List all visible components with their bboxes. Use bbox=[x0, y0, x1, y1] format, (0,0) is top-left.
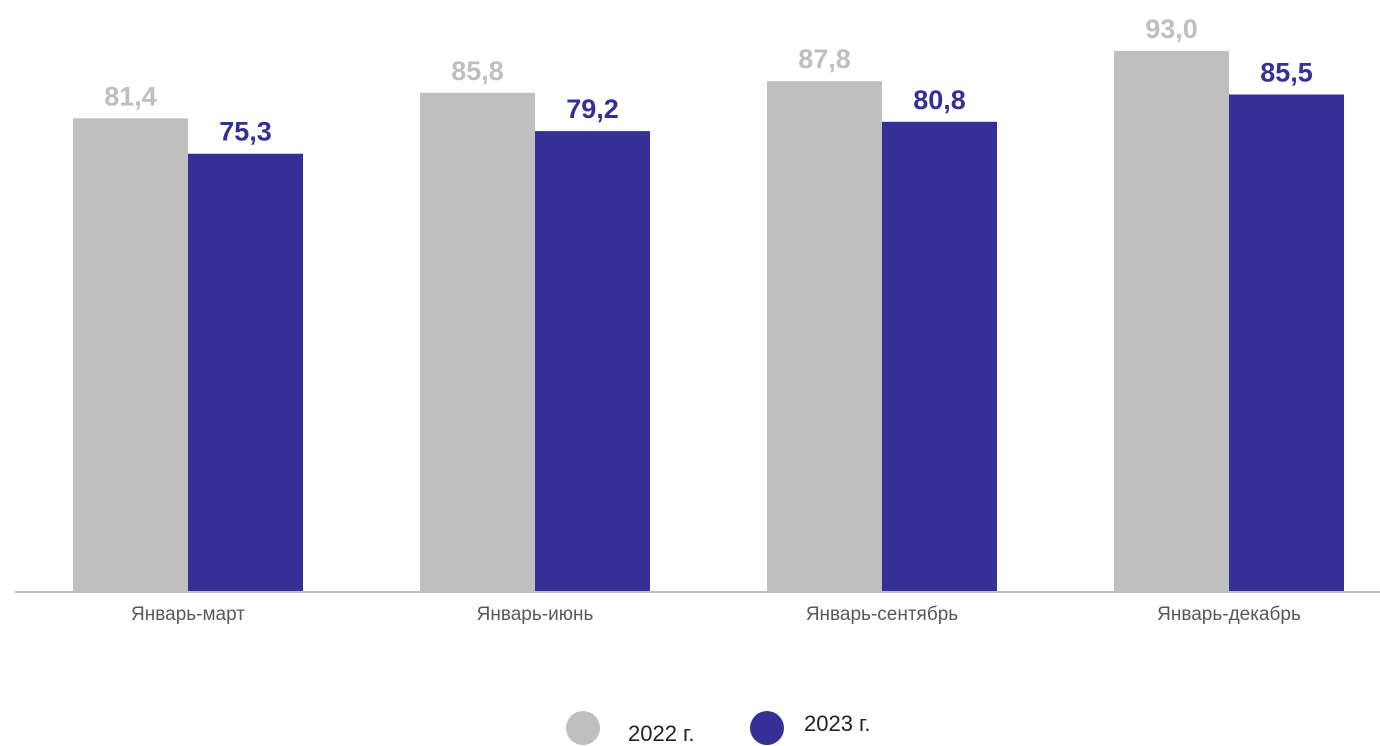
bar-2023-г-январь-март bbox=[188, 153, 303, 591]
category-label-январь-июнь: Январь-июнь bbox=[477, 604, 594, 625]
category-label-январь-сентябрь: Январь-сентябрь bbox=[806, 604, 958, 625]
bar-2022-г-январь-декабрь bbox=[1114, 50, 1229, 592]
data-label-2022-г-январь-март: 81,4 bbox=[104, 81, 157, 111]
category-label-январь-март: Январь-март bbox=[131, 604, 245, 625]
bar-2022-г-январь-июнь bbox=[420, 92, 535, 591]
legend-label-2023: 2023 г. bbox=[804, 711, 871, 736]
data-label-2022-г-январь-декабрь: 93,0 bbox=[1145, 14, 1198, 44]
data-label-2023-г-январь-март: 75,3 bbox=[219, 117, 272, 147]
category-labels-layer: Январь-март Январь-июнь Январь-сентябрь Янв… bbox=[131, 604, 1301, 625]
data-label-2023-г-январь-сентябрь: 80,8 bbox=[913, 85, 966, 115]
bar-2022-г-январь-март bbox=[73, 118, 188, 591]
bar-2023-г-январь-июнь bbox=[535, 131, 650, 591]
legend: 2022 г. 2023 г. bbox=[0, 708, 1380, 745]
legend-label-2022: 2022 г. bbox=[628, 721, 695, 746]
data-label-2023-г-январь-декабрь: 85,5 bbox=[1260, 58, 1313, 88]
legend-item-2023: 2023 г. bbox=[750, 711, 871, 745]
legend-swatch-2022 bbox=[566, 711, 600, 745]
data-label-2022-г-январь-сентябрь: 87,8 bbox=[798, 44, 851, 74]
bars-layer bbox=[73, 50, 1344, 592]
legend-swatch-2023 bbox=[750, 711, 784, 745]
bar-2023-г-январь-сентябрь bbox=[882, 121, 997, 591]
category-label-январь-декабрь: Январь-декабрь bbox=[1157, 604, 1301, 625]
data-label-2023-г-январь-июнь: 79,2 bbox=[566, 94, 619, 124]
bar-2022-г-январь-сентябрь bbox=[767, 81, 882, 592]
bar-2023-г-январь-декабрь bbox=[1229, 94, 1344, 592]
legend-item-2022: 2022 г. bbox=[566, 711, 695, 745]
data-label-2022-г-январь-июнь: 85,8 bbox=[451, 56, 504, 86]
value-labels-layer: 81,4 75,3 85,8 79,2 87,8 80,8 93,0 85,5 bbox=[104, 14, 1313, 147]
